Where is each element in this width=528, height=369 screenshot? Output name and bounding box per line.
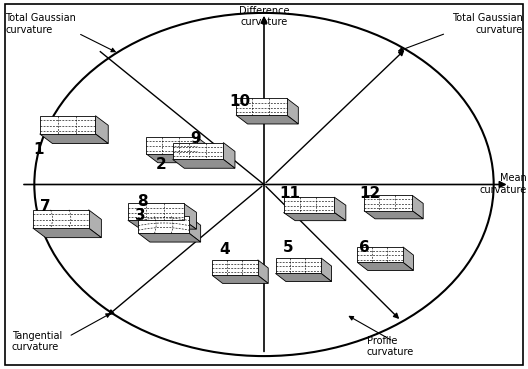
Text: Difference
curvature: Difference curvature xyxy=(239,6,289,27)
Polygon shape xyxy=(138,233,201,242)
Polygon shape xyxy=(412,195,423,219)
Text: 12: 12 xyxy=(359,186,380,201)
Polygon shape xyxy=(96,116,108,144)
Polygon shape xyxy=(173,159,235,168)
Polygon shape xyxy=(33,210,89,228)
Polygon shape xyxy=(357,262,413,270)
Text: 9: 9 xyxy=(190,131,201,146)
Polygon shape xyxy=(276,273,332,282)
Polygon shape xyxy=(146,154,209,163)
Text: 6: 6 xyxy=(359,240,370,255)
Text: 4: 4 xyxy=(219,242,230,256)
Text: Profile
curvature: Profile curvature xyxy=(367,335,414,357)
Polygon shape xyxy=(197,137,209,163)
Text: 7: 7 xyxy=(40,199,50,214)
Text: 5: 5 xyxy=(282,240,293,255)
Polygon shape xyxy=(236,115,298,124)
Polygon shape xyxy=(357,247,403,262)
Polygon shape xyxy=(364,195,412,211)
Polygon shape xyxy=(403,247,413,270)
Ellipse shape xyxy=(34,13,494,356)
Polygon shape xyxy=(184,203,196,229)
Polygon shape xyxy=(212,275,268,283)
Polygon shape xyxy=(128,220,196,229)
Polygon shape xyxy=(223,142,235,168)
Polygon shape xyxy=(364,211,423,219)
Polygon shape xyxy=(173,142,223,159)
Polygon shape xyxy=(284,197,334,213)
Polygon shape xyxy=(40,116,96,134)
Polygon shape xyxy=(236,98,287,115)
Text: 11: 11 xyxy=(279,186,300,201)
Polygon shape xyxy=(128,203,184,220)
Polygon shape xyxy=(258,260,268,283)
Text: 10: 10 xyxy=(230,94,251,109)
Polygon shape xyxy=(40,134,108,144)
Text: Total Gaussian
curvature: Total Gaussian curvature xyxy=(5,13,76,35)
Text: Tangential
curvature: Tangential curvature xyxy=(12,331,62,352)
Polygon shape xyxy=(189,216,201,242)
Text: 1: 1 xyxy=(33,142,44,157)
Polygon shape xyxy=(287,98,298,124)
Polygon shape xyxy=(33,228,101,238)
Polygon shape xyxy=(284,213,346,221)
Text: 8: 8 xyxy=(137,194,148,208)
Text: 2: 2 xyxy=(156,157,166,172)
Polygon shape xyxy=(138,216,189,233)
Polygon shape xyxy=(212,260,258,275)
Polygon shape xyxy=(146,137,197,154)
Polygon shape xyxy=(334,197,346,221)
Text: Total Gaussian
curvature: Total Gaussian curvature xyxy=(452,13,523,35)
Text: Mean
curvature: Mean curvature xyxy=(480,173,527,194)
Polygon shape xyxy=(276,258,321,273)
Polygon shape xyxy=(321,258,332,282)
Polygon shape xyxy=(89,210,101,238)
Text: 3: 3 xyxy=(135,208,145,223)
